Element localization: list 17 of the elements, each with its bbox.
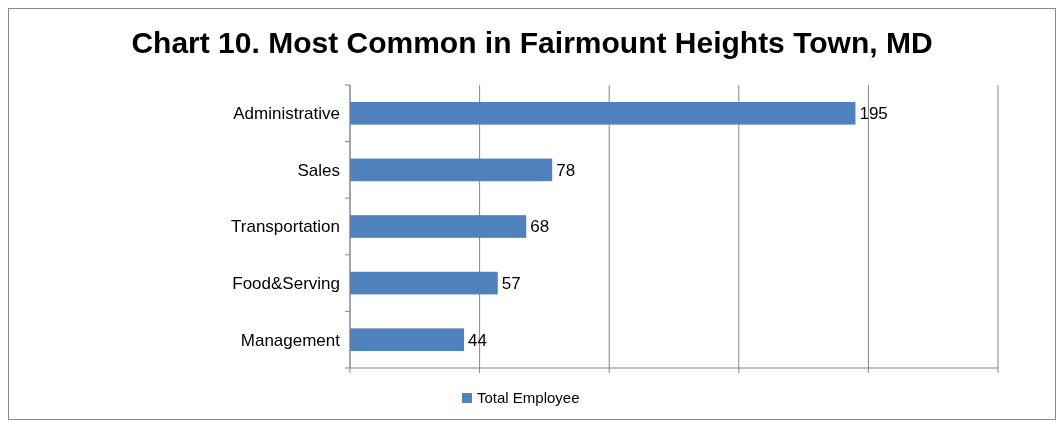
data-label: 195 (859, 104, 888, 124)
legend-label: Total Employee (477, 389, 580, 407)
data-label: 78 (556, 160, 576, 180)
bar (350, 271, 498, 295)
bar (350, 215, 527, 238)
chart-title: Chart 10. Most Common in Fairmount Heights Town, MD (131, 26, 933, 59)
data-label: 44 (468, 330, 487, 350)
y-tick-label: Administrative (233, 104, 340, 124)
y-tick-label: Management (240, 330, 341, 350)
y-tick-label: Food&Serving (232, 274, 340, 294)
bar (350, 328, 465, 352)
data-label: 68 (530, 217, 550, 237)
y-tick-label: Sales (297, 160, 340, 180)
y-tick-label: Transportation (231, 217, 340, 237)
bar (350, 101, 856, 125)
data-label: 57 (501, 274, 521, 294)
bar (350, 158, 553, 182)
